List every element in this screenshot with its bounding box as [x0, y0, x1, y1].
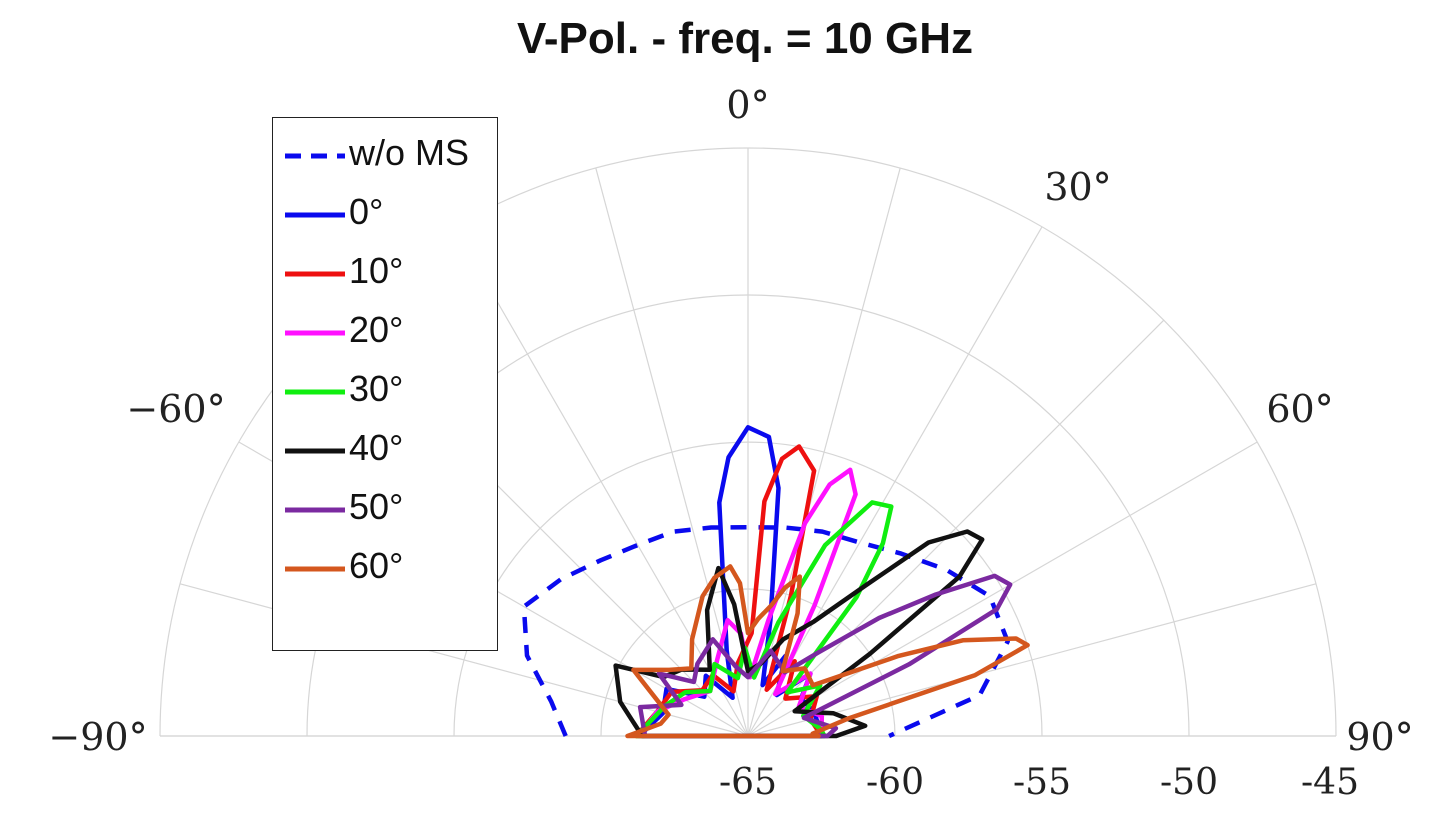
legend-label: 40° [349, 427, 404, 468]
legend-item: 40° [273, 427, 499, 487]
chart-title: V-Pol. - freq. = 10 GHz [516, 14, 973, 63]
legend-swatch [285, 212, 345, 218]
angle-tick-label: 30° [1044, 165, 1111, 209]
series-curve-30 [634, 500, 894, 739]
legend-label: 20° [349, 309, 404, 350]
legend-swatch [285, 566, 345, 572]
legend-swatch [285, 153, 345, 159]
legend-label: 60° [349, 545, 404, 586]
legend-label: 30° [349, 368, 404, 409]
angle-tick-label: 90° [1346, 715, 1413, 759]
legend-item: 10° [273, 250, 499, 310]
series-curves [521, 425, 1030, 739]
radial-tick-label: -65 [719, 762, 777, 803]
angle-tick-label: 0° [726, 83, 769, 127]
legend-swatch [285, 330, 345, 336]
legend-item: 30° [273, 368, 499, 428]
legend-label: 0° [349, 191, 384, 232]
legend-label: 10° [349, 250, 404, 291]
legend-item: w/o MS [273, 132, 499, 192]
legend: w/o MS 0° 10° 20° 30° 40° 50° 60° [272, 117, 498, 651]
radial-tick-label: -60 [866, 762, 924, 803]
legend-item: 60° [273, 545, 499, 605]
angle-tick-label: −60° [126, 387, 225, 431]
legend-item: 50° [273, 486, 499, 546]
axis-labels: 0° 30° −60° 60° −90° 90° -65 -60 -55 -50 -45 [48, 83, 1413, 803]
legend-item: 20° [273, 309, 499, 369]
legend-label: w/o MS [349, 132, 470, 173]
legend-swatch [285, 448, 345, 454]
radial-tick-label: -55 [1013, 762, 1071, 803]
series-curve-60 [625, 564, 1030, 739]
radial-tick-label: -45 [1301, 762, 1359, 803]
radial-tick-label: -50 [1160, 762, 1218, 803]
legend-swatch [285, 507, 345, 513]
grid-ring [159, 147, 1337, 737]
angle-tick-label: 60° [1266, 387, 1333, 431]
series-curve-50 [637, 573, 1013, 739]
legend-label: 50° [349, 486, 404, 527]
legend-swatch [285, 389, 345, 395]
legend-swatch [285, 271, 345, 277]
angle-tick-label: −90° [48, 715, 147, 759]
legend-item: 0° [273, 191, 499, 251]
